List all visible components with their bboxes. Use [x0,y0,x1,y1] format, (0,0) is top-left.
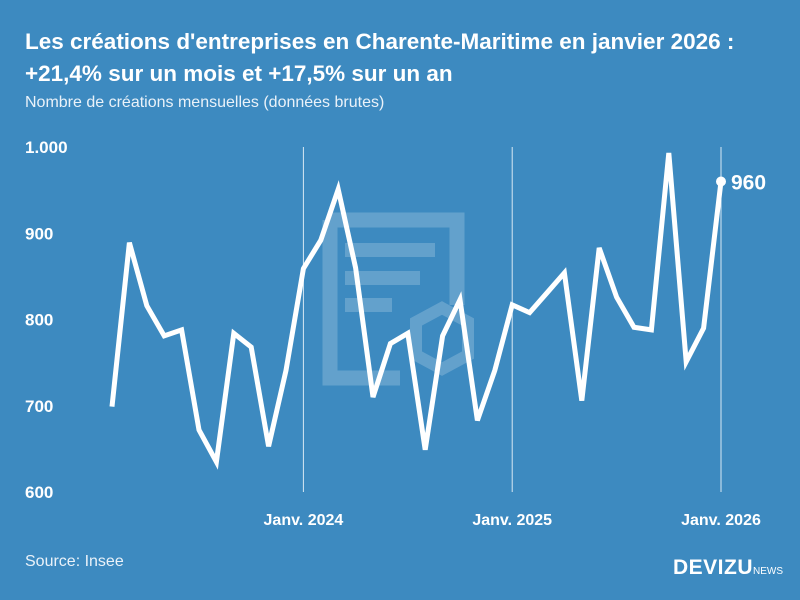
logo-main: DEVIZU [673,556,754,579]
x-tick-label: Janv. 2024 [264,512,344,529]
y-tick-label: 900 [25,224,53,243]
x-tick-label: Janv. 2025 [472,512,552,529]
y-tick-label: 700 [25,397,53,416]
last-point-marker [716,176,726,187]
y-tick-label: 800 [25,311,53,330]
chart-subtitle: Nombre de créations mensuelles (données … [25,94,385,111]
series-line [109,152,724,470]
y-tick-label: 600 [25,483,53,502]
y-tick-label: 1.000 [25,138,68,157]
x-tick-label: Janv. 2026 [681,512,761,529]
devizu-logo: DEVIZUNEWS [673,556,783,580]
chart-title: Les créations d'entreprises en Charente-… [25,29,735,86]
last-point-label: 960 [731,172,766,195]
source-note: Source: Insee [25,553,124,570]
logo-suffix: NEWS [753,566,784,577]
watermark-logo [322,212,474,386]
